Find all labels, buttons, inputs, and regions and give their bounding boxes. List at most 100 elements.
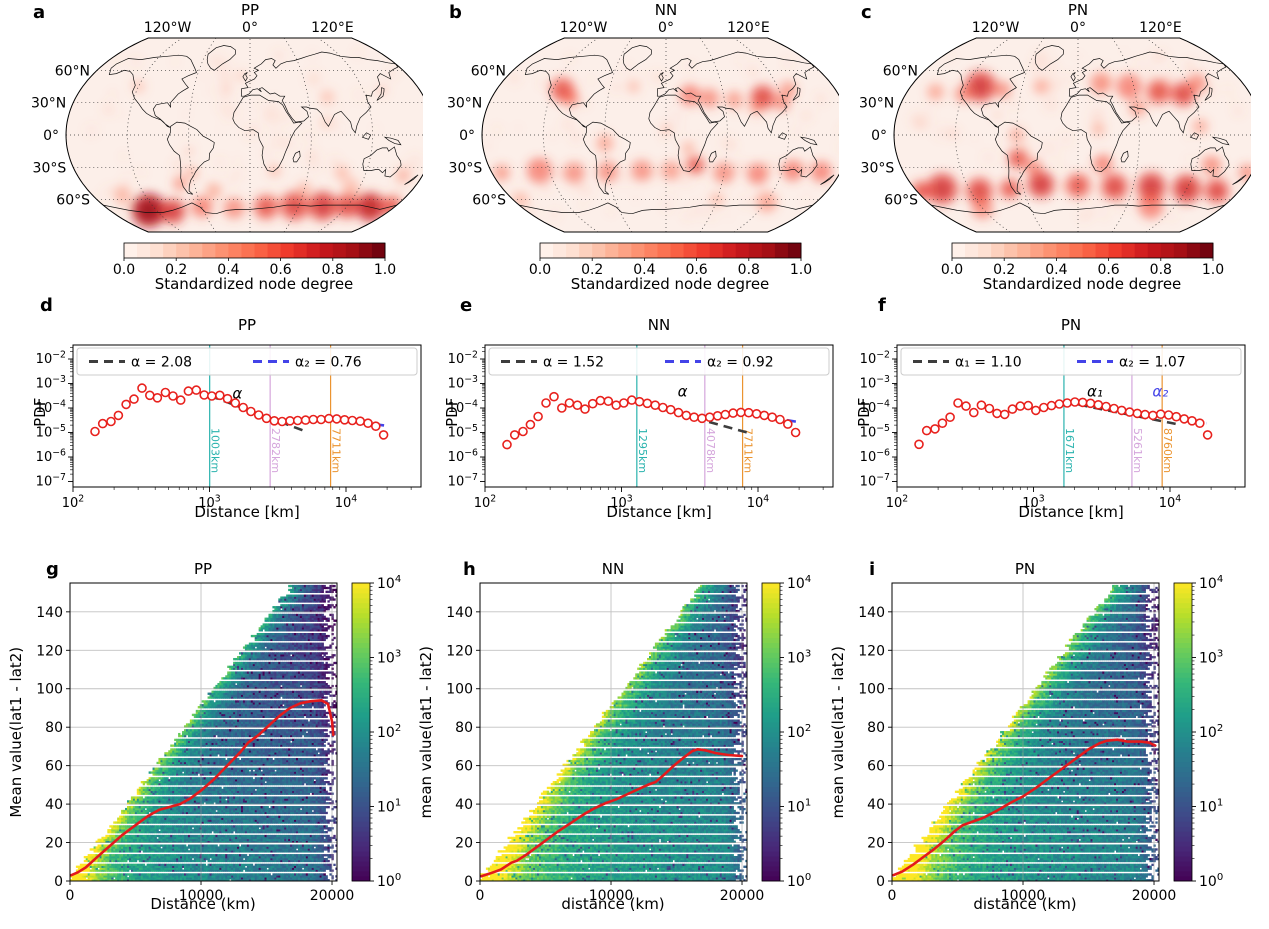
y-tick-label: 140 [858,605,885,621]
panel-letter-a: a [33,2,46,23]
y-tick-label: 10−6 [36,448,66,465]
panel-title-b: NN [654,1,678,19]
y-tick-label: 10−2 [36,350,66,367]
histogram-colorbar: 100 101 102 103 104 [351,574,401,890]
y-tick-label: 80 [867,720,885,736]
gridlines [70,583,337,881]
panel-title-h: NN [601,560,625,578]
y-tick-label: 60 [45,759,63,775]
y-tick-label: 10−7 [860,472,890,489]
y-tick-label: 120 [446,643,473,659]
reference-vlines: 1671km 5261km 8760km [1063,345,1174,487]
vline-label-5261: 5261km [1131,428,1144,473]
map-boundary [481,37,839,233]
panel-letter-d: d [40,295,53,316]
map-svg-pn: 120°W 0° 120°E60°N30°N0°30°S60°S0.0 0.2 0.4 0… [859,20,1251,278]
y-axis-label-f: PDF [854,397,873,427]
y-tick-label: 10−7 [448,472,478,489]
lat-tick-label: 60°N [883,63,918,79]
y-tick-label: 120 [36,643,63,659]
lon-tick-label: 120°E [1139,20,1182,36]
legend: α = 1.52 α₂ = 0.92 [488,347,830,376]
colorbar-tick-label: 0.2 [581,262,603,278]
colorbar-tick-label: 0.4 [1045,262,1067,278]
map-panel-pn: 120°W 0° 120°E 60°N 30°N 0° 30°S 60°S 0.0 0.2 0.4 0… [828,0,1251,300]
vline-label-4078: 4078km [704,428,717,473]
y-tick-label: 140 [446,605,473,621]
histogram-colorbar: 100 101 102 103 104 [1173,574,1223,890]
mean-line [70,699,335,877]
fit-annotation-1: α [232,385,242,403]
pdf-scatter-points [914,397,1213,450]
lat-tick-label: 60°N [471,63,506,79]
map-colorbar: 0.0 0.2 0.4 0.6 0.8 1.0 [941,242,1224,278]
vline-label-1671: 1671km [1063,428,1076,473]
colorbar-tick-label: 103 [377,649,401,667]
axis-ticks [892,347,1236,492]
pdf-scatter-points [502,391,801,450]
pdf-plot-pp: 1003km 2782km 7711km α 102 103 104 10−2 10−3 10−4… [0,300,445,535]
plot-frame [479,582,748,882]
plot-frame [891,582,1160,882]
colorbar-label-c: Standardized node degree [982,275,1182,293]
y-tick-label: 100 [36,682,63,698]
y-tick-label: 40 [455,797,473,813]
panel-letter-f: f [878,295,886,316]
panel-title-c: PN [1067,1,1089,19]
colorbar-tick-label: 102 [787,723,811,741]
panel-title-i: PN [1014,560,1036,578]
lon-tick-label: 120°W [144,20,192,36]
colorbar-tick-label: 103 [787,649,811,667]
y-tick-label: 20 [45,836,63,852]
x-tick-label: 20000 [720,888,765,904]
panel-letter-e: e [460,295,473,316]
colorbar-tick-label: 0.8 [738,262,760,278]
x-tick-label: 20000 [310,888,355,904]
plot-frame [72,344,422,488]
x-axis-label-e: Distance [km] [606,503,712,521]
x-tick-label: 0 [476,888,485,904]
colorbar-tick-label: 101 [377,798,401,816]
legend-entry-1: α₁ = 1.10 [955,355,1022,371]
node-degree-field [910,48,1251,222]
graticule [482,37,839,233]
y-tick-label: 10−3 [860,374,890,391]
colorbar-tick-label: 104 [1199,574,1223,592]
plot-frame [484,344,834,488]
x-tick-label: 10000 [179,888,224,904]
histogram-colorbar: 100 101 102 103 104 [761,574,811,890]
fit-annotation-1: α [678,382,688,400]
x-axis-label-g: Distance (km) [150,895,256,913]
mean-line [892,738,1157,877]
panel-title-g: PP [193,560,213,578]
lat-tick-label: 30°S [449,160,483,176]
panel-title-f: PN [1060,316,1082,334]
x-tick-label: 10000 [589,888,634,904]
colorbar-tick-label: 102 [1199,723,1223,741]
y-tick-label: 10−3 [36,374,66,391]
y-tick-label: 10−2 [860,350,890,367]
vline-label-1295: 1295km [636,428,649,473]
y-tick-label: 20 [455,836,473,852]
colorbar-tick-label: 0.2 [993,262,1015,278]
x-tick-label: 10000 [1001,888,1046,904]
colorbar-tick-label: 0.4 [217,262,239,278]
axis-ticks [476,611,743,885]
y-axis-label-i: mean value(lat1 - lat2) [828,646,847,819]
histogram-panel-pn: 0 10000 20000 0 20 40 60 80 100 120 140 100 101 102 10… [822,560,1242,929]
vline-label-1003: 1003km [209,428,222,473]
map-svg-nn: 120°W 0° 120°E60°N30°N0°30°S60°S0.0 0.2 0.4 0… [447,20,839,278]
legend-entry-2: α₂ = 0.92 [707,355,774,371]
colorbar-tick-label: 104 [377,574,401,592]
coastlines [103,45,419,215]
lat-tick-label: 30°S [33,160,67,176]
legend-entry-2: α₂ = 1.07 [1119,355,1186,371]
axis-ticks [68,347,412,492]
panel-letter-i: i [869,559,876,580]
colorbar-tick-label: 0.6 [1097,262,1119,278]
map-background [66,38,423,232]
lat-tick-label: 0° [459,128,475,144]
colorbar-tick-label: 1.0 [1202,262,1224,278]
colorbar-tick-label: 0.6 [269,262,291,278]
